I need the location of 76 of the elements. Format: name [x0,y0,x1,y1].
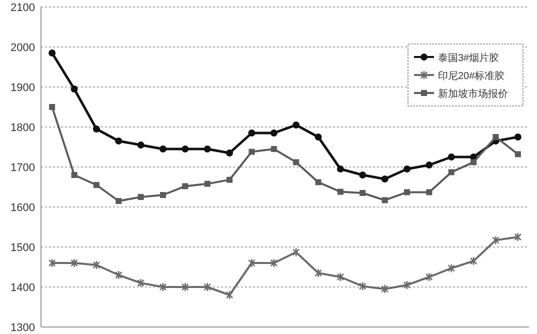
point [115,138,122,144]
point [382,197,388,204]
point [404,189,410,196]
point [492,236,500,245]
point [93,182,100,188]
point [293,159,300,166]
legend-label: 新加坡市场报价 [438,88,508,100]
legend-label: 印尼20#标准胶 [438,70,505,82]
point [448,154,455,160]
point [70,86,78,92]
point [292,122,300,128]
point [182,183,188,190]
point [270,146,277,152]
y-tick-label: 1700 [10,162,35,174]
point [336,166,344,172]
point [182,146,189,152]
point [336,272,344,282]
point [226,176,233,183]
point [292,248,300,257]
point [248,148,255,155]
point [470,159,477,166]
y-tick-label: 1400 [10,282,35,294]
point [358,282,366,291]
point [448,169,454,176]
point [337,188,344,195]
point [514,134,522,140]
y-tick-label: 1600 [10,202,35,214]
legend-label: 泰国3#烟片胶 [438,52,500,64]
point [270,130,278,136]
point [315,179,322,186]
point [116,198,122,204]
point [71,172,78,178]
y-tick-label: 2100 [10,2,35,14]
point [48,50,56,56]
point [448,264,456,273]
point [160,192,166,198]
point [359,172,366,178]
point [314,134,322,140]
point [514,232,522,242]
point [381,284,388,294]
point [404,166,410,172]
y-tick-label: 2000 [10,42,35,54]
point [248,258,256,268]
point [426,189,432,196]
point [49,104,56,110]
y-tick-label: 1800 [10,122,35,134]
point [514,151,521,158]
point [403,280,411,290]
point [270,258,278,268]
point [314,268,322,278]
point [426,272,433,282]
y-tick-label: 1900 [10,82,35,94]
point [70,258,78,268]
point [92,126,100,132]
point [114,270,122,280]
point [92,260,100,270]
point [492,134,499,140]
y-tick-label: 1300 [10,322,35,334]
point [137,278,144,288]
point [204,180,210,187]
point [137,142,144,148]
point [248,130,256,136]
point [360,190,366,196]
point [138,194,144,200]
point [182,282,189,292]
point [48,258,56,268]
point [204,282,212,292]
point [381,176,388,182]
point [204,146,211,152]
point [426,162,433,168]
point [226,150,234,156]
point [226,290,234,300]
point [159,282,167,292]
point [470,256,478,266]
y-tick-label: 1500 [10,242,35,254]
point [160,146,166,152]
